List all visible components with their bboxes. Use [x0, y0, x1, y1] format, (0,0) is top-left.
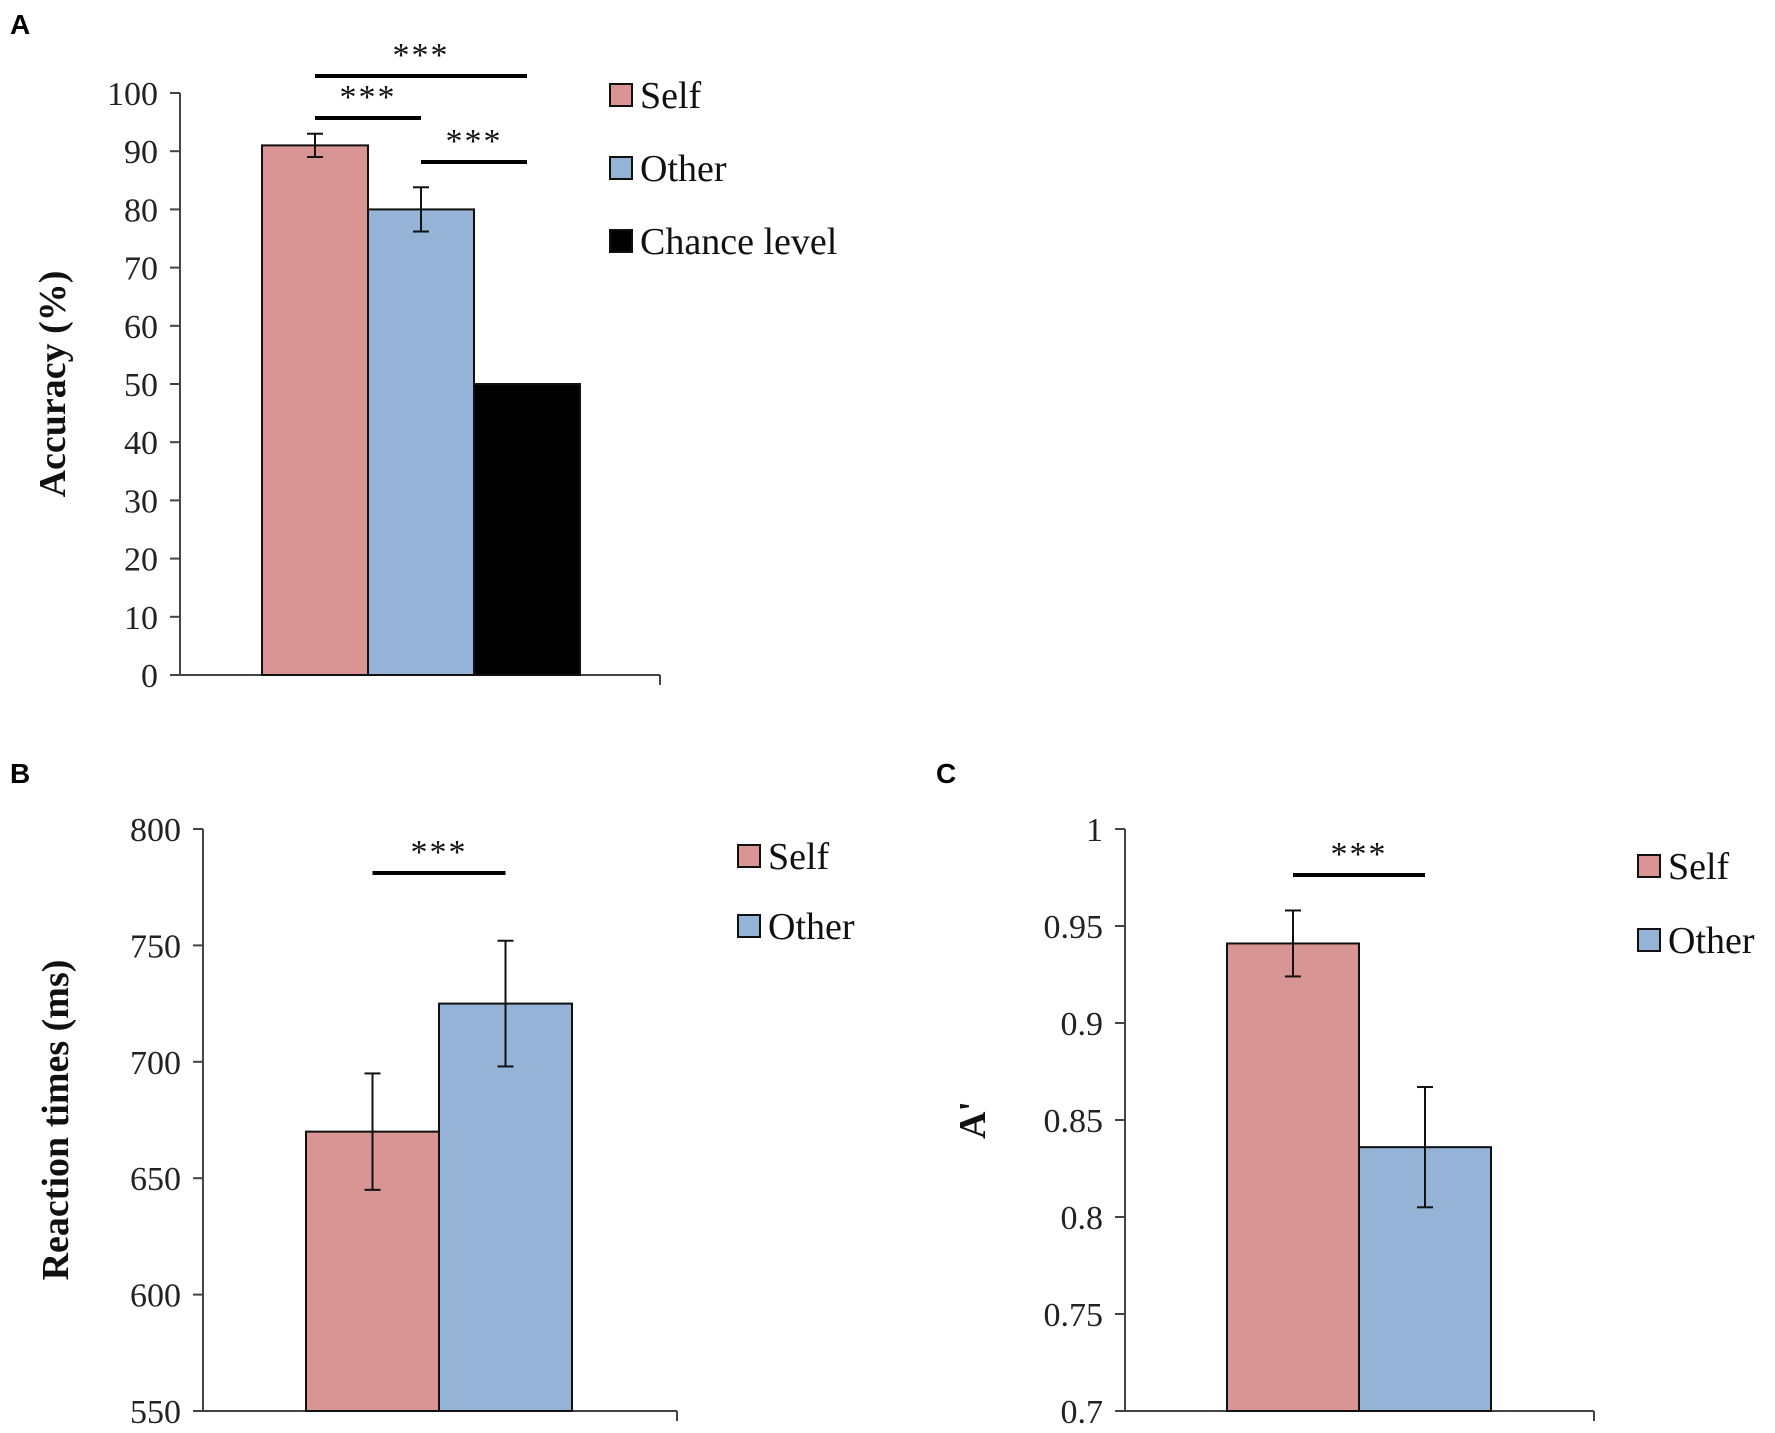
y-tick-label: 0.9	[1061, 1006, 1104, 1043]
y-tick-label: 40	[124, 425, 158, 462]
legend-label: Self	[1668, 846, 1730, 888]
legend-swatch	[737, 844, 761, 868]
y-tick-label: 20	[124, 542, 158, 579]
legend-swatch	[1637, 854, 1661, 878]
legend-swatch	[609, 156, 633, 180]
legend-label: Self	[640, 75, 702, 117]
panel-b: B 550 600 650 700 750 800 Reaction times (ms) **…	[10, 758, 855, 1431]
y-axis-title: Accuracy (%)	[32, 271, 74, 498]
y-tick-label: 0.8	[1061, 1200, 1104, 1237]
y-axis-title: A'	[952, 1101, 994, 1139]
panel-letter: A	[10, 9, 30, 40]
y-tick-label: 700	[130, 1045, 181, 1082]
y-tick-label: 0.7	[1061, 1394, 1104, 1431]
legend-swatch	[609, 83, 633, 107]
panel-letter: B	[10, 758, 30, 789]
significance-label: ***	[446, 123, 503, 160]
legend-swatch	[1637, 928, 1661, 952]
y-tick-label: 0	[141, 658, 158, 695]
y-tick-label: 650	[130, 1161, 181, 1198]
y-tick-label: 100	[107, 76, 158, 113]
significance-label: ***	[393, 37, 450, 74]
panel-letter: C	[936, 758, 956, 789]
bar-chance-level	[473, 383, 581, 676]
y-tick-label: 70	[124, 251, 158, 288]
panel-a: A 0 10 20 30 40 50 60 70 80 90 100 Accuracy (%) *** **…	[10, 9, 837, 695]
legend-label: Other	[640, 148, 727, 190]
panel-c: C 0.7 0.75 0.8 0.85 0.9 0.95 1 A' *** Self Other	[936, 758, 1755, 1431]
y-tick-label: 0.85	[1044, 1103, 1104, 1140]
y-tick-label: 800	[130, 812, 181, 849]
significance-label: ***	[1331, 836, 1388, 873]
bar-other	[367, 208, 475, 676]
y-tick-label: 50	[124, 367, 158, 404]
significance-label: ***	[411, 834, 468, 871]
y-tick-label: 80	[124, 192, 158, 229]
legend-label: Other	[1668, 920, 1755, 962]
y-tick-label: 10	[124, 600, 158, 637]
legend-label: Other	[768, 906, 855, 948]
y-tick-label: 60	[124, 309, 158, 346]
y-tick-label: 0.75	[1044, 1297, 1104, 1334]
legend-label: Self	[768, 836, 830, 878]
y-tick-label: 90	[124, 134, 158, 171]
y-tick-label: 600	[130, 1278, 181, 1315]
bar-self	[261, 144, 369, 676]
significance-label: ***	[340, 79, 397, 116]
y-tick-label: 750	[130, 928, 181, 965]
y-tick-label: 550	[130, 1394, 181, 1431]
bar-other	[438, 1002, 573, 1412]
y-tick-label: 1	[1086, 812, 1103, 849]
legend-label: Chance level	[640, 221, 837, 263]
legend-swatch	[737, 914, 761, 938]
bar-self	[1226, 942, 1360, 1413]
y-axis-title: Reaction times (ms)	[35, 960, 77, 1281]
y-tick-label: 30	[124, 483, 158, 520]
y-tick-label: 0.95	[1044, 909, 1104, 946]
legend-swatch	[609, 229, 633, 253]
